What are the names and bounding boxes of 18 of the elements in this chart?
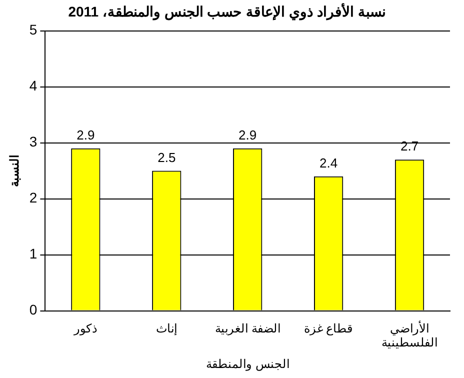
data-label: 2.4 — [320, 155, 338, 170]
data-label: 2.5 — [158, 150, 176, 165]
x-axis-title: الجنس والمنطقة — [206, 357, 290, 372]
data-label: 2.9 — [76, 127, 95, 142]
y-tick-label: 4 — [29, 78, 38, 94]
x-tick-label: الأراضي الفلسطينية — [382, 320, 438, 350]
x-tick-label: إناث — [156, 321, 178, 336]
y-axis-title: النسبة — [8, 154, 22, 187]
y-tick-label: 5 — [29, 22, 38, 38]
data-label: 2.9 — [238, 127, 257, 142]
y-tick-label: 3 — [29, 134, 38, 150]
x-tick-label: ذكور — [73, 321, 98, 336]
y-tick-label: 1 — [29, 246, 38, 262]
x-tick-label: الضفة الغربية — [214, 321, 280, 336]
x-tick-label: قطاع غزة — [304, 321, 354, 336]
y-tick-label: 2 — [29, 190, 38, 206]
y-tick-label: 0 — [29, 302, 38, 318]
chart-title: نسبة الأفراد ذوي الإعاقة حسب الجنس والمنطقة، 2011 — [68, 2, 386, 22]
